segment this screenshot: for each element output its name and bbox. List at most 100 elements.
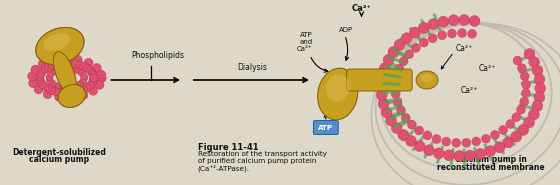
Text: Detergent-solubilized: Detergent-solubilized <box>12 148 106 157</box>
Circle shape <box>90 71 97 79</box>
Circle shape <box>529 57 540 68</box>
Text: ATP: ATP <box>318 125 333 130</box>
Circle shape <box>503 137 514 148</box>
Ellipse shape <box>54 52 76 94</box>
Circle shape <box>381 107 392 118</box>
Circle shape <box>419 38 428 47</box>
Circle shape <box>402 113 410 122</box>
Circle shape <box>86 82 94 90</box>
Circle shape <box>405 50 414 59</box>
Circle shape <box>62 59 69 67</box>
Text: Calcium pump in: Calcium pump in <box>455 155 526 164</box>
Circle shape <box>80 62 87 70</box>
Circle shape <box>517 64 526 73</box>
Text: Restoration of the transport activity: Restoration of the transport activity <box>198 151 327 157</box>
Circle shape <box>379 63 390 74</box>
Circle shape <box>383 54 394 65</box>
Circle shape <box>535 83 545 94</box>
Circle shape <box>498 125 507 134</box>
Circle shape <box>415 126 424 135</box>
Ellipse shape <box>44 33 70 51</box>
Circle shape <box>67 59 74 67</box>
Circle shape <box>48 70 54 77</box>
Text: (Ca⁺²-ATPase).: (Ca⁺²-ATPase). <box>198 165 250 172</box>
Circle shape <box>49 56 58 65</box>
Circle shape <box>428 34 437 43</box>
Circle shape <box>37 70 45 78</box>
Circle shape <box>90 74 98 82</box>
Circle shape <box>44 85 52 93</box>
Circle shape <box>88 69 96 77</box>
Circle shape <box>513 56 522 65</box>
Circle shape <box>475 148 486 159</box>
Text: Ca²⁺: Ca²⁺ <box>456 43 473 53</box>
Circle shape <box>44 63 52 71</box>
Circle shape <box>469 16 480 26</box>
Circle shape <box>80 86 87 94</box>
Circle shape <box>512 113 521 122</box>
Circle shape <box>378 98 389 109</box>
Circle shape <box>80 86 87 94</box>
Ellipse shape <box>421 74 433 82</box>
Circle shape <box>468 29 477 38</box>
Circle shape <box>48 62 56 70</box>
Circle shape <box>376 89 388 100</box>
Circle shape <box>494 142 505 153</box>
Circle shape <box>71 88 79 96</box>
Circle shape <box>62 89 69 97</box>
Circle shape <box>72 83 78 90</box>
Circle shape <box>97 73 106 83</box>
Circle shape <box>88 86 97 95</box>
Circle shape <box>52 68 58 75</box>
Circle shape <box>462 138 471 147</box>
Circle shape <box>29 79 38 88</box>
Circle shape <box>57 66 63 73</box>
Circle shape <box>392 73 401 82</box>
Circle shape <box>81 73 87 80</box>
Circle shape <box>97 70 106 79</box>
FancyBboxPatch shape <box>314 120 338 134</box>
Text: Figure 11-41: Figure 11-41 <box>198 143 258 152</box>
Circle shape <box>46 77 53 84</box>
Circle shape <box>57 89 65 97</box>
Circle shape <box>36 75 44 83</box>
Text: ATP: ATP <box>300 32 312 38</box>
Text: Ca²⁺: Ca²⁺ <box>352 4 371 13</box>
Circle shape <box>41 65 49 73</box>
Circle shape <box>79 90 88 100</box>
FancyBboxPatch shape <box>347 69 412 91</box>
Circle shape <box>27 72 36 81</box>
Circle shape <box>521 89 530 98</box>
Circle shape <box>92 64 101 73</box>
Circle shape <box>376 80 387 91</box>
Circle shape <box>69 65 76 72</box>
Circle shape <box>395 64 404 73</box>
Circle shape <box>74 67 81 74</box>
Circle shape <box>518 124 529 135</box>
Circle shape <box>520 97 529 106</box>
Circle shape <box>522 80 531 89</box>
Circle shape <box>482 134 491 143</box>
Circle shape <box>398 130 409 140</box>
Ellipse shape <box>36 27 84 65</box>
Circle shape <box>484 146 496 157</box>
Text: Dialysis: Dialysis <box>237 63 267 72</box>
Circle shape <box>95 80 104 89</box>
Circle shape <box>52 88 60 96</box>
Circle shape <box>391 123 402 134</box>
Circle shape <box>57 59 65 67</box>
Circle shape <box>36 75 44 83</box>
Circle shape <box>62 89 69 97</box>
Ellipse shape <box>326 74 349 102</box>
Circle shape <box>423 145 435 156</box>
Circle shape <box>447 29 456 38</box>
Circle shape <box>46 74 53 81</box>
Circle shape <box>90 74 98 82</box>
Circle shape <box>80 78 87 85</box>
Circle shape <box>444 150 455 161</box>
Circle shape <box>48 62 56 70</box>
Circle shape <box>377 72 388 83</box>
Circle shape <box>31 65 40 74</box>
Circle shape <box>66 84 73 91</box>
Circle shape <box>59 84 67 91</box>
